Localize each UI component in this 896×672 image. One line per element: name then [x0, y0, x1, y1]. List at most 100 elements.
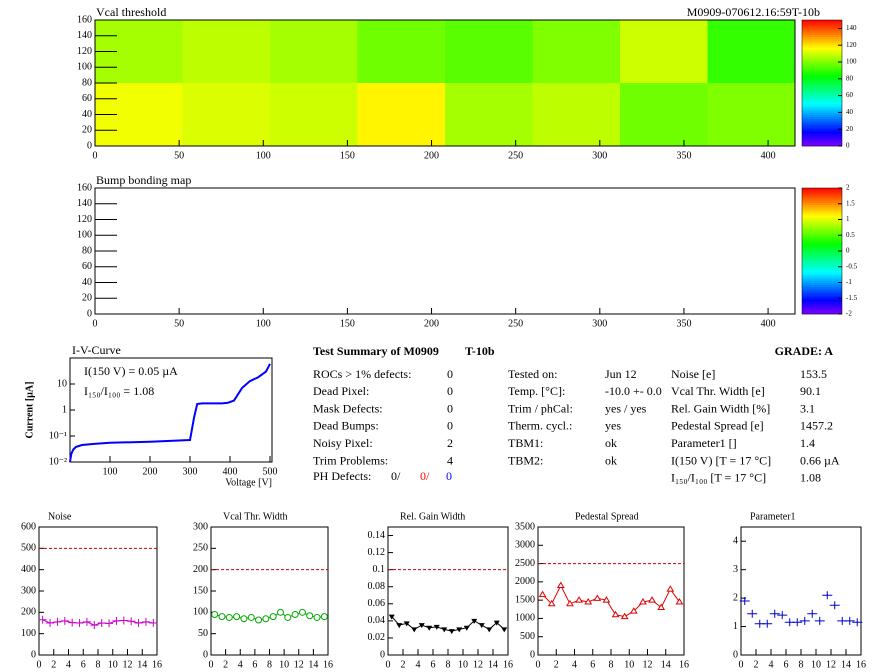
chart-title: I-V-Curve [72, 343, 121, 357]
heatmap-cell [532, 20, 620, 83]
palette-step [802, 188, 842, 191]
x-tick-label: 10 [458, 659, 468, 670]
data-point [486, 627, 493, 633]
palette-step [802, 91, 842, 94]
palette-step [802, 206, 842, 210]
data-point [456, 627, 463, 633]
y-tick-label: 2000 [515, 576, 535, 587]
x-tick-label: 10 [624, 659, 634, 670]
heatmap-cell [270, 20, 358, 83]
palette-step [802, 24, 842, 27]
palette-step [802, 198, 842, 201]
x-tick-label: 150 [340, 318, 355, 329]
plot-frame [387, 526, 509, 656]
data-point [493, 620, 500, 626]
palette-label: 0 [846, 247, 850, 255]
y-tick-label: 0.02 [368, 632, 386, 643]
palette-step [802, 93, 842, 96]
palette-step [802, 232, 842, 235]
data-point [255, 616, 263, 624]
y-tick-label: 100 [77, 230, 92, 241]
x-tick-label: 350 [676, 150, 691, 161]
palette-step [802, 265, 842, 269]
x-tick-label: 100 [256, 318, 271, 329]
data-point [739, 596, 750, 605]
result-value: 1.4 [800, 436, 815, 450]
palette-step [802, 194, 842, 197]
x-tick-label: 200 [424, 150, 439, 161]
defect-label: PH Defects: [313, 469, 371, 483]
palette-step [802, 38, 842, 42]
x-tick-label: 100 [103, 466, 118, 477]
y-tick-label: 0.04 [368, 615, 386, 626]
heatmap-cell [620, 83, 708, 146]
y-tick-label: 250 [193, 543, 208, 554]
palette-step [802, 43, 842, 46]
x-tick-label: 2 [51, 659, 56, 670]
palette-label: 60 [846, 91, 854, 99]
y-tick-label: 80 [82, 245, 92, 256]
palette-step [802, 234, 842, 237]
palette-step [802, 80, 842, 84]
palette-step [802, 99, 842, 103]
palette-step [802, 89, 842, 92]
y-tick-label: 0 [87, 140, 92, 151]
data-point [629, 607, 638, 614]
data-point [211, 610, 219, 618]
y-tick-label: 20 [82, 293, 92, 304]
data-point [648, 596, 656, 603]
data-line [42, 619, 154, 626]
data-point [566, 599, 574, 607]
x-tick-label: 16 [503, 659, 513, 670]
ph-defect-value: 0/ [391, 469, 401, 483]
palette-label: 1 [846, 215, 850, 223]
palette-label: 80 [846, 74, 854, 82]
y-tick-label: 3000 [515, 540, 535, 551]
palette-step [802, 87, 842, 90]
y-tick-label: 140 [77, 30, 92, 41]
palette-label: 40 [846, 108, 854, 116]
data-point [105, 619, 114, 628]
data-point [284, 613, 292, 621]
palette-label: -1 [846, 278, 852, 286]
palette-step [802, 240, 842, 243]
data-line [542, 584, 680, 618]
x-tick-label: 14 [661, 659, 671, 670]
palette-step [802, 26, 842, 29]
defect-value: 4 [447, 453, 453, 467]
palette-step [802, 129, 842, 132]
palette-step [802, 116, 842, 119]
palette-label: -2 [846, 310, 852, 318]
chart-title: Noise [48, 511, 72, 522]
palette-step [802, 209, 842, 212]
palette-step [802, 255, 842, 258]
result-label: I(150 V) [T = 17 °C] [671, 453, 771, 467]
data-point [313, 613, 321, 621]
condition-value: -10.0 +- 0.0 [605, 384, 662, 398]
ph-defect-value: 0/ [420, 469, 430, 483]
result-value: 1.08 [800, 471, 821, 485]
palette-step [802, 204, 842, 208]
condition-label: TBM1: [508, 436, 543, 450]
y-tick-label: 20 [82, 125, 92, 136]
x-tick-label: 400 [223, 466, 238, 477]
palette-step [802, 278, 842, 281]
y-tick-label: 100 [193, 607, 208, 618]
condition-label: Tested on: [508, 367, 557, 381]
palette-step [802, 290, 842, 294]
x-tick-label: 2 [554, 659, 559, 670]
palette-step [802, 51, 842, 54]
result-value: 90.1 [800, 384, 821, 398]
data-point [90, 621, 99, 630]
data-point [441, 627, 448, 633]
palette-step [802, 236, 842, 239]
palette-frame [801, 19, 843, 147]
palette-step [802, 143, 842, 147]
y-tick-label: 10 [57, 378, 67, 389]
defect-value: 0 [447, 367, 453, 381]
x-tick-label: 2 [401, 659, 406, 670]
x-tick-label: 6 [81, 659, 86, 670]
palette-step [802, 221, 842, 224]
x-tick-label: 12 [826, 659, 836, 670]
y-tick-label: 2 [733, 592, 738, 603]
